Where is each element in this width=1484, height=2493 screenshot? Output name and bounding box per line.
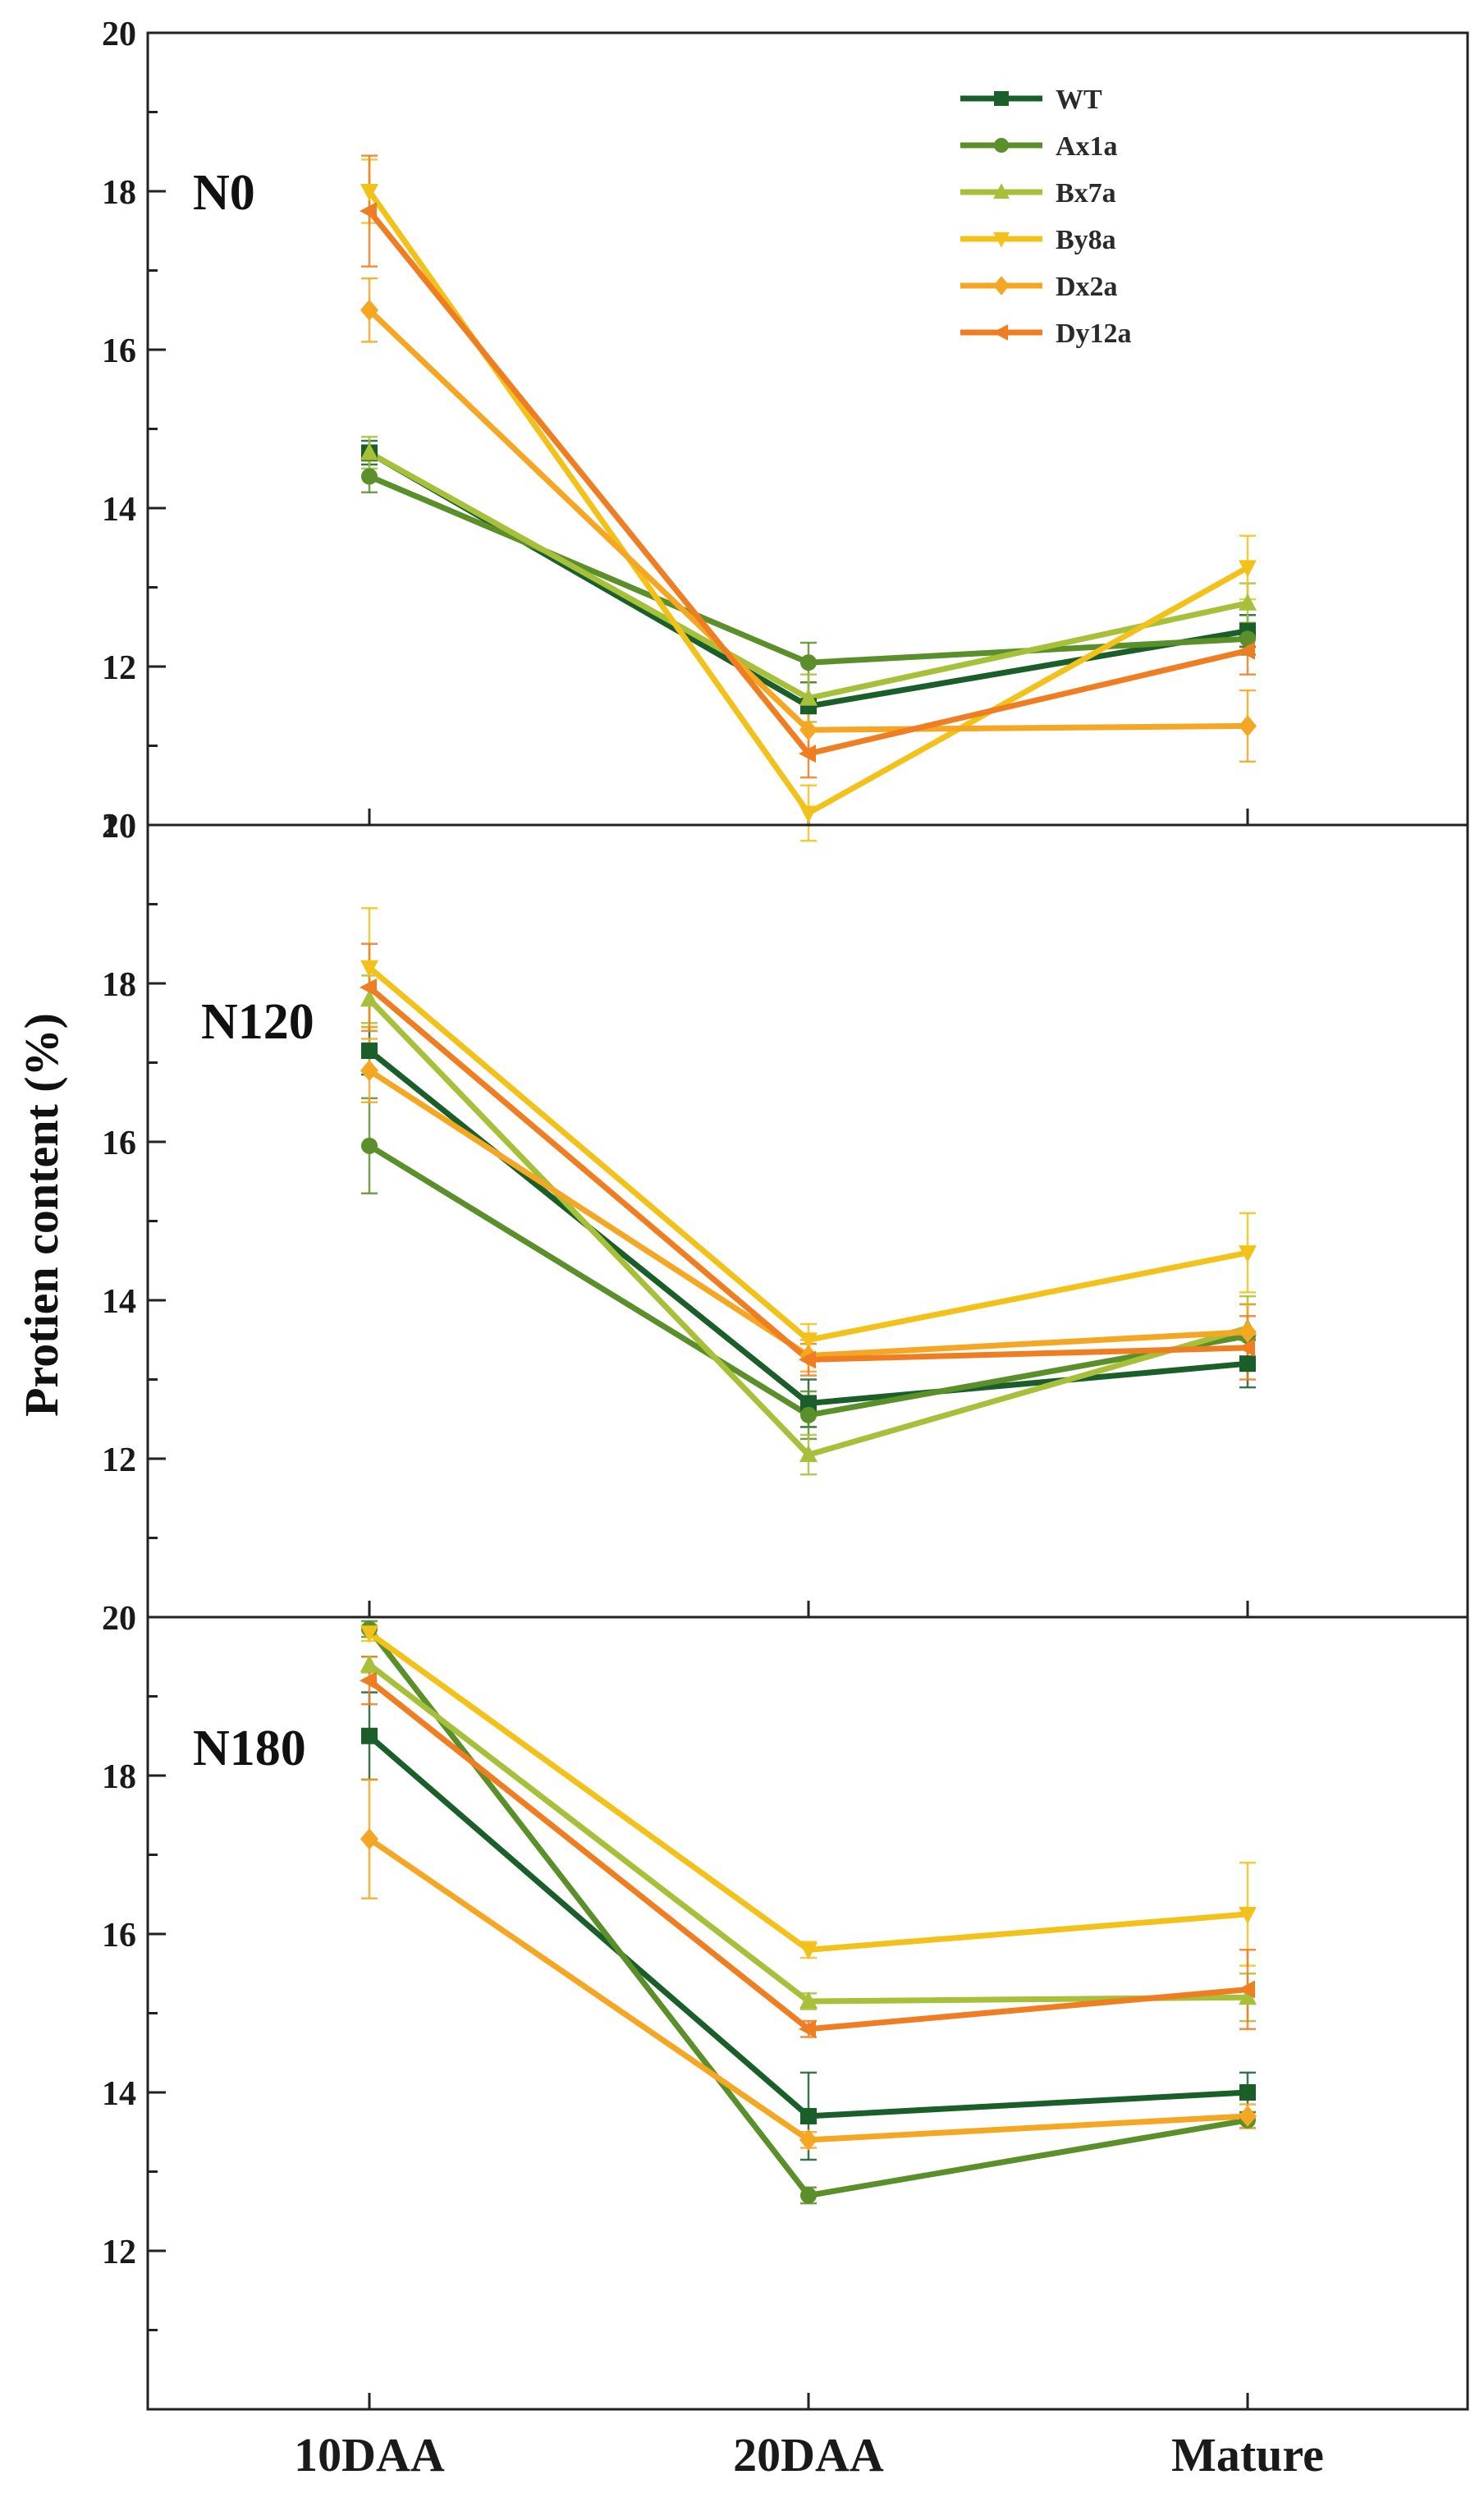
panel-0-ytick-label: 18 bbox=[102, 174, 136, 212]
legend-label-WT: WT bbox=[1056, 85, 1102, 115]
point-N120-Dy12a-10DAA bbox=[360, 978, 377, 997]
point-N0-By8a-10DAA bbox=[360, 184, 378, 201]
legend-label-Ax1a: Ax1a bbox=[1056, 131, 1118, 162]
point-N0-Dx2a-10DAA bbox=[360, 299, 378, 321]
panel-1-ytick-label: 14 bbox=[102, 1283, 136, 1321]
panel-2-ytick-label: 18 bbox=[102, 1758, 136, 1796]
legend-label-Bx7a: Bx7a bbox=[1056, 178, 1116, 209]
point-N180-WT-20DAA bbox=[800, 2107, 817, 2124]
panel-0-ytick-label: 16 bbox=[102, 332, 136, 370]
panel-0-ytick-label: 14 bbox=[102, 491, 136, 529]
point-N0-Dy12a-Mature bbox=[1238, 641, 1255, 660]
point-N120-Dx2a-10DAA bbox=[360, 1060, 378, 1082]
legend-marker-Dx2a bbox=[993, 276, 1010, 296]
panel-1-ytick-label: 20 bbox=[102, 808, 136, 846]
point-N120-Ax1a-10DAA bbox=[361, 1137, 378, 1154]
point-N120-By8a-20DAA bbox=[799, 1332, 818, 1350]
point-N180-Dx2a-10DAA bbox=[360, 1828, 378, 1850]
series-line-N180-Dy12a bbox=[367, 1678, 1248, 2032]
legend-label-Dy12a: Dy12a bbox=[1056, 318, 1132, 349]
legend-marker-Ax1a bbox=[994, 138, 1009, 153]
point-N120-WT-10DAA bbox=[361, 1043, 378, 1060]
point-N0-By8a-20DAA bbox=[799, 805, 818, 823]
point-N180-Dy12a-10DAA bbox=[360, 1671, 377, 1690]
series-line-N120-Dx2a bbox=[368, 1068, 1248, 1359]
point-N180-Bx7a-20DAA bbox=[799, 1991, 818, 2010]
point-N0-Dx2a-20DAA bbox=[799, 719, 818, 741]
point-N0-Bx7a-Mature bbox=[1239, 593, 1257, 611]
panel-0-ytick-label: 20 bbox=[102, 16, 136, 53]
point-N0-Ax1a-20DAA bbox=[800, 654, 817, 671]
point-N180-Bx7a-Mature bbox=[1239, 1987, 1257, 2005]
legend-label-Dx2a: Dx2a bbox=[1056, 272, 1118, 302]
point-N0-Dx2a-Mature bbox=[1239, 715, 1257, 737]
legend-marker-Bx7a bbox=[993, 183, 1010, 199]
point-N180-By8a-20DAA bbox=[799, 1942, 818, 1960]
point-N180-Dy12a-Mature bbox=[1238, 1980, 1255, 1999]
point-N180-Bx7a-10DAA bbox=[360, 1654, 378, 1672]
point-N0-Bx7a-10DAA bbox=[360, 442, 378, 461]
legend-marker-By8a bbox=[993, 231, 1010, 248]
x-tick-label-Mature: Mature bbox=[1171, 2428, 1324, 2482]
panel-1-ytick-label: 16 bbox=[102, 1125, 136, 1162]
panel-label-N0: N0 bbox=[193, 165, 255, 221]
point-N180-Dx2a-Mature bbox=[1239, 2105, 1257, 2127]
point-N120-Bx7a-10DAA bbox=[360, 989, 378, 1007]
point-N120-Dy12a-20DAA bbox=[799, 1350, 816, 1369]
panel-2-ytick-label: 12 bbox=[102, 2234, 136, 2271]
panel-1-ytick-label: 12 bbox=[102, 1441, 136, 1479]
panel-label-N180: N180 bbox=[193, 1721, 306, 1776]
series-line-N120-Dy12a bbox=[367, 985, 1248, 1363]
panel-2-ytick-label: 20 bbox=[102, 1600, 136, 1638]
legend-marker-Dy12a bbox=[992, 324, 1009, 341]
point-N120-By8a-10DAA bbox=[360, 960, 378, 978]
x-tick-label-10DAA: 10DAA bbox=[294, 2428, 445, 2482]
point-N180-Ax1a-20DAA bbox=[800, 2187, 817, 2204]
point-N120-WT-Mature bbox=[1239, 1355, 1256, 1373]
x-tick-label-20DAA: 20DAA bbox=[733, 2428, 884, 2482]
panel-2-ytick-label: 14 bbox=[102, 2075, 136, 2113]
legend-marker-WT bbox=[994, 91, 1009, 106]
point-N180-WT-10DAA bbox=[361, 1727, 378, 1744]
panel-0-ytick-label: 12 bbox=[102, 649, 136, 687]
point-N120-By8a-Mature bbox=[1239, 1245, 1257, 1263]
point-N0-Ax1a-Mature bbox=[1239, 630, 1256, 648]
legend-label-By8a: By8a bbox=[1056, 225, 1116, 255]
point-N120-Dx2a-Mature bbox=[1239, 1321, 1257, 1343]
panel-1-frame bbox=[146, 823, 1469, 1619]
point-N0-By8a-Mature bbox=[1239, 560, 1257, 578]
point-N180-By8a-Mature bbox=[1239, 1906, 1257, 1924]
panel-2-frame bbox=[146, 1615, 1469, 2411]
point-N0-Ax1a-10DAA bbox=[361, 468, 378, 485]
point-N180-WT-Mature bbox=[1239, 2084, 1256, 2101]
point-N0-Bx7a-20DAA bbox=[799, 688, 818, 706]
series-line-N180-By8a bbox=[367, 1630, 1248, 1953]
y-axis-label: Protien content (%) bbox=[15, 1013, 68, 1417]
point-N180-By8a-10DAA bbox=[360, 1625, 378, 1643]
panel-2-ytick-label: 16 bbox=[102, 1917, 136, 1955]
point-N0-Dy12a-20DAA bbox=[799, 745, 816, 763]
point-N0-Dy12a-10DAA bbox=[360, 202, 377, 221]
point-N120-Ax1a-20DAA bbox=[800, 1406, 817, 1423]
point-N180-Dy12a-20DAA bbox=[799, 2019, 816, 2038]
panel-0-ytick-label: 10 bbox=[102, 808, 136, 846]
point-N120-Bx7a-20DAA bbox=[799, 1445, 818, 1463]
panel-label-N120: N120 bbox=[201, 994, 314, 1050]
point-N120-Dy12a-Mature bbox=[1238, 1338, 1255, 1357]
point-N120-WT-20DAA bbox=[800, 1395, 817, 1412]
series-line-N0-Ax1a bbox=[368, 474, 1248, 666]
point-N180-Dx2a-20DAA bbox=[799, 2129, 818, 2151]
panel-1-ytick-label: 18 bbox=[102, 966, 136, 1004]
